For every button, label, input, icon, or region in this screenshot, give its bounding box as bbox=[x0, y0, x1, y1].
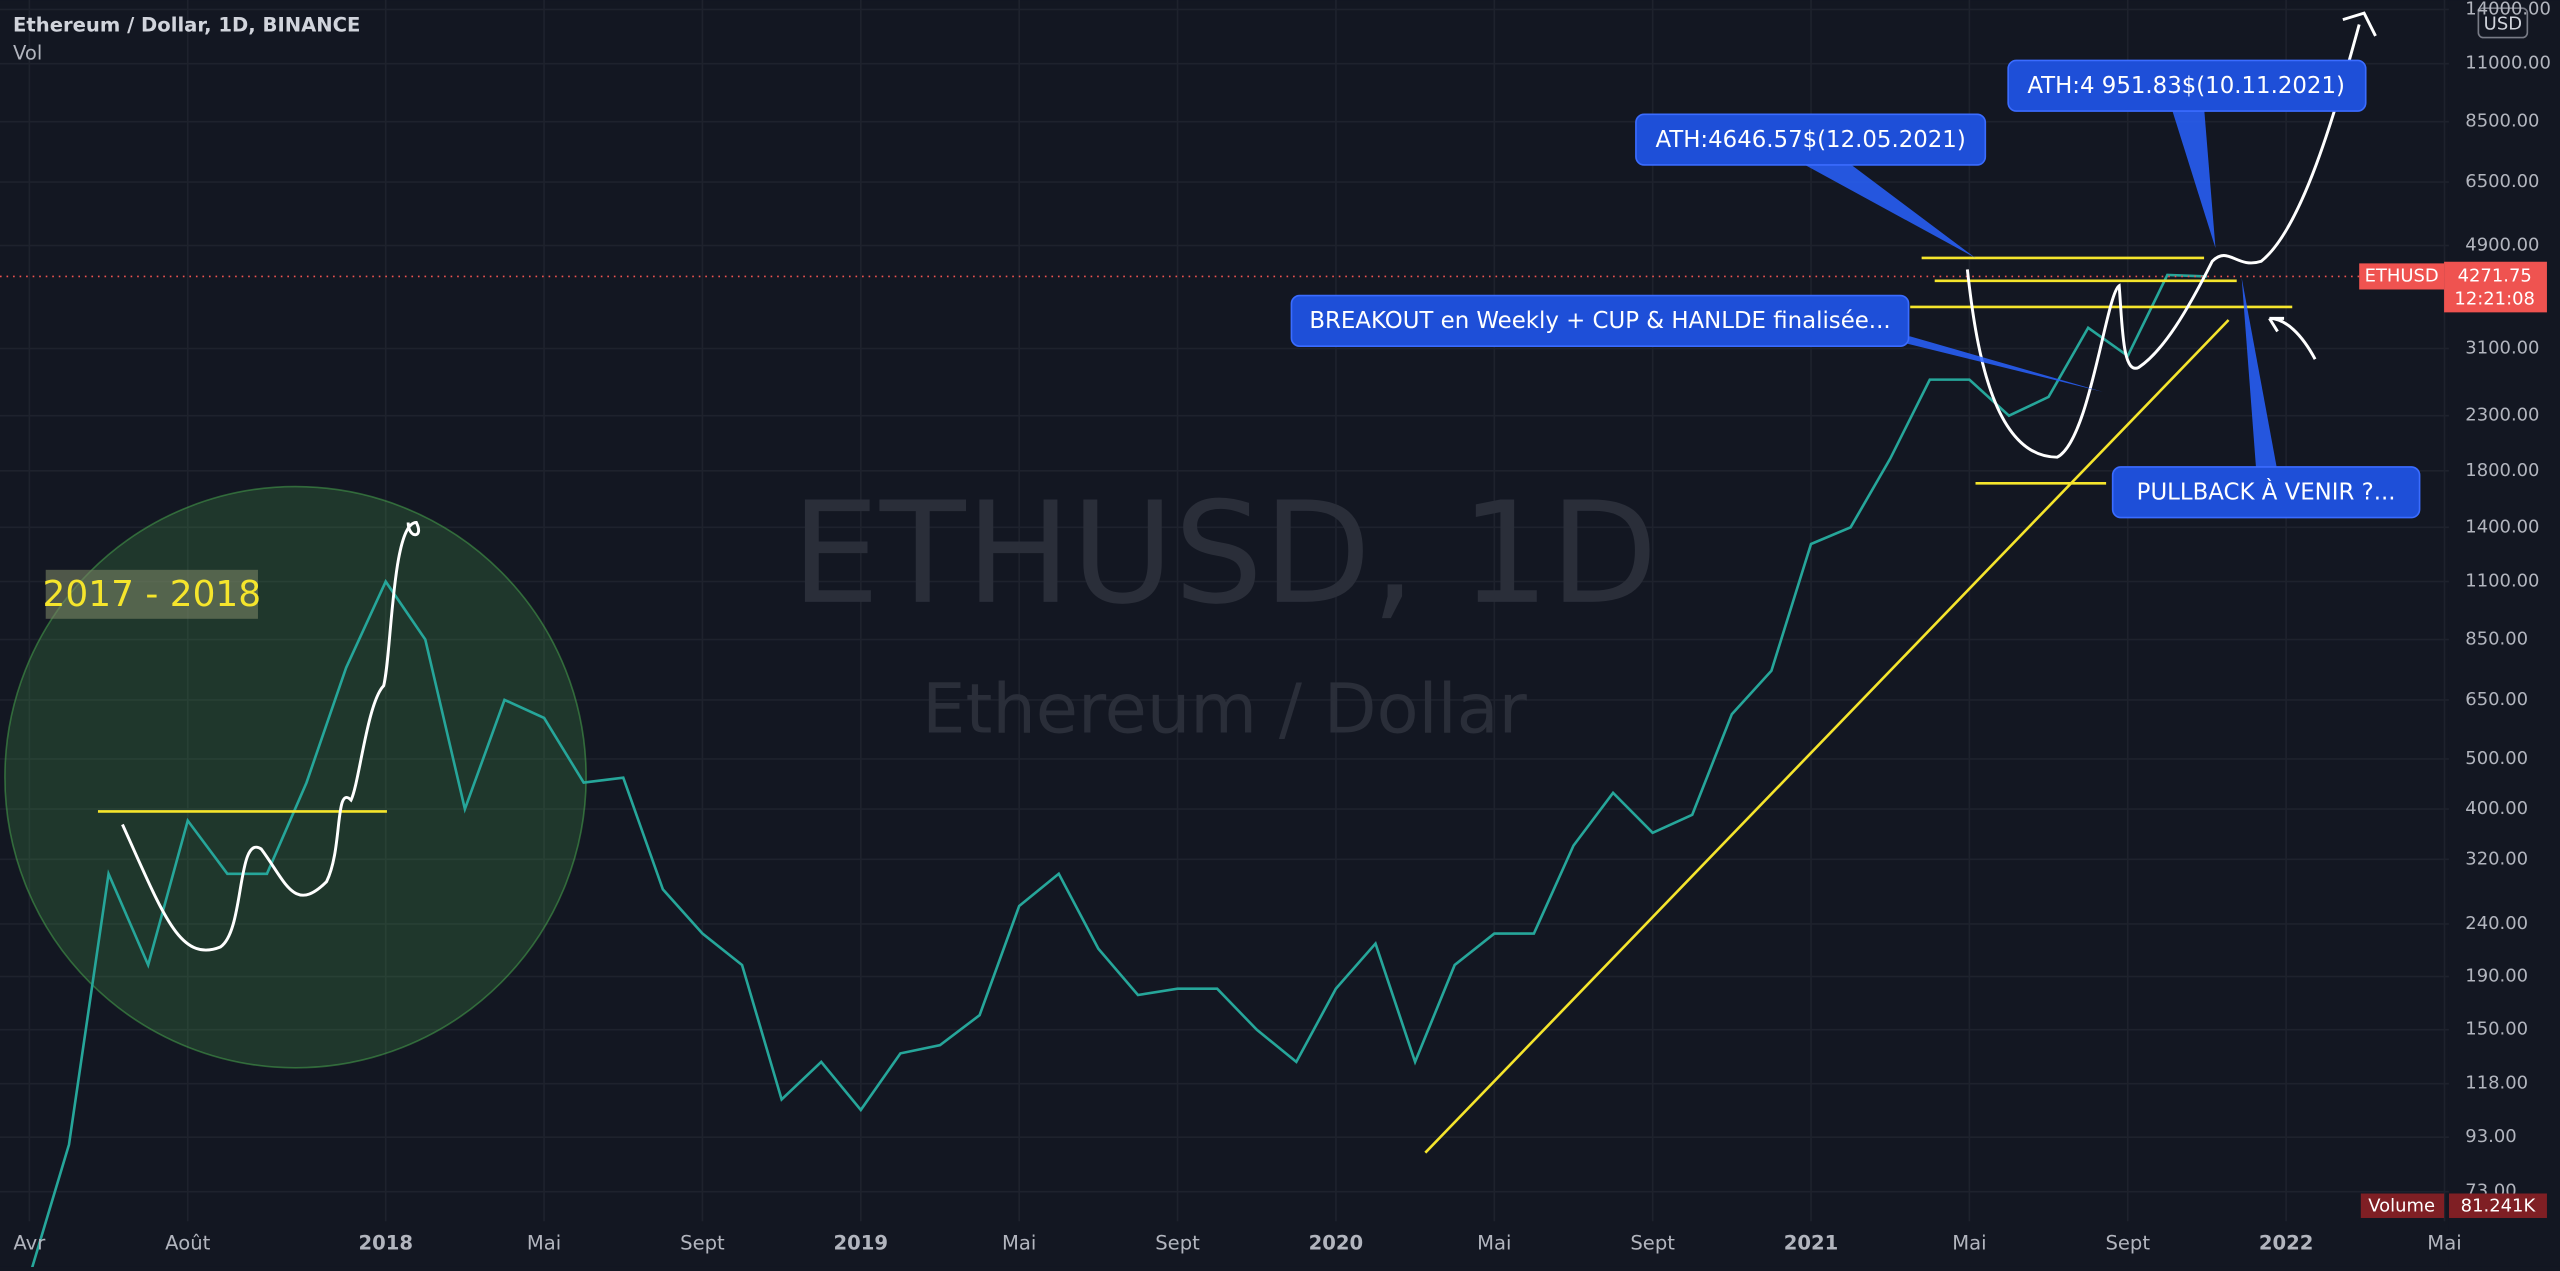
symbol-label: ETHUSD bbox=[2365, 265, 2439, 286]
y-tick-label: 150.00 bbox=[2465, 1019, 2528, 1040]
y-tick-label: 3100.00 bbox=[2465, 338, 2539, 359]
currency-box bbox=[2477, 7, 2529, 39]
drawings bbox=[97, 256, 2293, 1154]
y-tick-label: 6500.00 bbox=[2465, 171, 2539, 192]
watermark-sub: Ethereum / Dollar bbox=[922, 670, 1527, 750]
y-tick-label: 1400.00 bbox=[2465, 516, 2539, 537]
x-tick-label: Mai bbox=[527, 1232, 561, 1255]
y-tick-label: 8500.00 bbox=[2465, 111, 2539, 132]
y-tick-label: 14000.00 bbox=[2465, 0, 2551, 19]
plot bbox=[0, 273, 2449, 1271]
currency: USD bbox=[2484, 14, 2522, 35]
y-tick-label: 11000.00 bbox=[2465, 53, 2551, 74]
y-tick-label: 118.00 bbox=[2465, 1073, 2528, 1094]
x-tick-label: 2020 bbox=[1309, 1232, 1364, 1255]
annotation: 2017 - 2018 bbox=[43, 574, 262, 615]
y-tick-label: 93.00 bbox=[2465, 1126, 2516, 1147]
x-tick-label: Mai bbox=[1952, 1232, 1986, 1255]
x-tick-label: Sept bbox=[2105, 1232, 2150, 1255]
axes: 14000.00 11000.00 8500.00 6500.00 4900.00 310… bbox=[13, 0, 2550, 1255]
price-label: 4271.75 bbox=[2458, 265, 2532, 286]
highlight-circle bbox=[4, 485, 587, 1069]
y-tick-label: 240.00 bbox=[2465, 913, 2528, 934]
y-tick-label: 650.00 bbox=[2465, 689, 2528, 710]
y-tick-label: 320.00 bbox=[2465, 848, 2528, 869]
x-tick-label: Sept bbox=[680, 1232, 725, 1255]
x-tick-label: Mai bbox=[1477, 1232, 1511, 1255]
x-tick-label: Mai bbox=[2427, 1232, 2461, 1255]
y-tick-label: 850.00 bbox=[2465, 629, 2528, 650]
watermark: ETHUSD, 1D bbox=[791, 473, 1658, 636]
volume-value: 81.241K bbox=[2461, 1196, 2537, 1217]
annotation: ATH:4646.57$(12.05.2021) bbox=[1655, 127, 1965, 153]
annotation: BREAKOUT en Weekly + CUP & HANLDE finali… bbox=[1309, 308, 1890, 334]
x-tick-label: Sept bbox=[1155, 1232, 1200, 1255]
price-tag bbox=[2444, 261, 2547, 313]
y-tick-label: 2300.00 bbox=[2465, 405, 2539, 426]
y-tick-label: 190.00 bbox=[2465, 966, 2528, 987]
annotation: PULLBACK À VENIR ?... bbox=[2137, 478, 2396, 506]
x-tick-label: Sept bbox=[1630, 1232, 1675, 1255]
x-tick-label: Mai bbox=[1002, 1232, 1036, 1255]
volume-value-tag bbox=[2448, 1193, 2547, 1218]
annotation: ATH:4 951.83$(10.11.2021) bbox=[2027, 73, 2345, 99]
volume-label: Volume bbox=[2368, 1196, 2435, 1217]
x-tick-label: 2019 bbox=[834, 1232, 889, 1255]
sketches bbox=[121, 11, 2377, 952]
x-tick-label: 2018 bbox=[358, 1232, 413, 1255]
price-axis bbox=[2448, 0, 2560, 1267]
price-line bbox=[29, 273, 2207, 1271]
symbol-tag bbox=[2359, 263, 2445, 290]
subtitle: Vol bbox=[13, 41, 42, 64]
y-tick-label: 500.00 bbox=[2465, 748, 2528, 769]
x-tick-label: Août bbox=[165, 1232, 210, 1255]
chart-title: Ethereum / Dollar, 1D, BINANCE bbox=[13, 14, 360, 37]
y-tick-label: 4900.00 bbox=[2465, 235, 2539, 256]
label-box bbox=[45, 569, 258, 619]
volume-tag bbox=[2360, 1193, 2445, 1218]
y-tick-label: 1800.00 bbox=[2465, 460, 2539, 481]
y-tick-label: 1100.00 bbox=[2465, 571, 2539, 592]
x-tick-label: Avr bbox=[13, 1232, 46, 1255]
countdown: 12:21:08 bbox=[2454, 288, 2535, 309]
x-tick-label: 2022 bbox=[2259, 1232, 2314, 1255]
y-tick-label: 400.00 bbox=[2465, 798, 2528, 819]
annotation-boxes bbox=[1290, 59, 2421, 519]
x-tick-label: 2021 bbox=[1784, 1232, 1838, 1255]
